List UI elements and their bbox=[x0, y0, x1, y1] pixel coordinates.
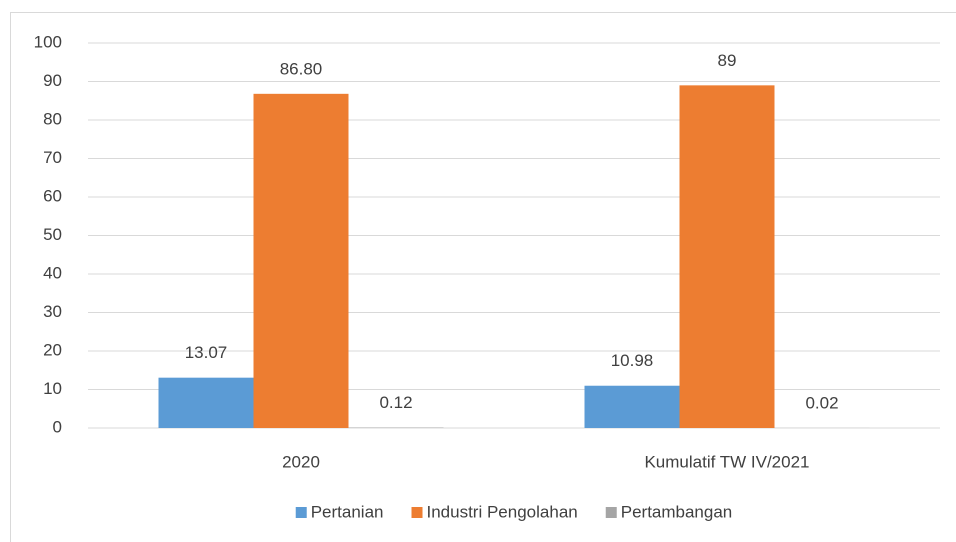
legend-label: Industri Pengolahan bbox=[427, 502, 578, 521]
data-label: 0.02 bbox=[805, 393, 838, 412]
y-tick-label: 100 bbox=[34, 32, 62, 51]
bar bbox=[158, 377, 254, 428]
y-tick-label: 20 bbox=[43, 340, 62, 359]
legend-swatch bbox=[411, 507, 423, 518]
legend-swatch bbox=[605, 507, 617, 518]
data-label: 13.07 bbox=[185, 343, 228, 362]
y-tick-label: 70 bbox=[43, 148, 62, 167]
bar bbox=[679, 85, 775, 428]
y-tick-label: 10 bbox=[43, 379, 62, 398]
legend-label: Pertambangan bbox=[621, 502, 733, 521]
y-tick-label: 40 bbox=[43, 263, 62, 282]
bar bbox=[253, 93, 349, 428]
bar bbox=[584, 385, 680, 428]
data-label: 86.80 bbox=[280, 59, 323, 78]
legend-swatch bbox=[295, 507, 307, 518]
y-tick-label: 30 bbox=[43, 302, 62, 321]
y-tick-label: 0 bbox=[53, 417, 62, 436]
data-label: 0.12 bbox=[379, 393, 412, 412]
data-label: 10.98 bbox=[611, 351, 654, 370]
chart-border bbox=[10, 12, 956, 542]
y-tick-label: 90 bbox=[43, 71, 62, 90]
x-tick-label: 2020 bbox=[282, 452, 320, 471]
legend-label: Pertanian bbox=[311, 502, 384, 521]
y-tick-label: 60 bbox=[43, 186, 62, 205]
data-label: 89 bbox=[718, 51, 737, 70]
y-tick-label: 50 bbox=[43, 225, 62, 244]
x-tick-label: Kumulatif TW IV/2021 bbox=[644, 452, 809, 471]
y-tick-label: 80 bbox=[43, 109, 62, 128]
